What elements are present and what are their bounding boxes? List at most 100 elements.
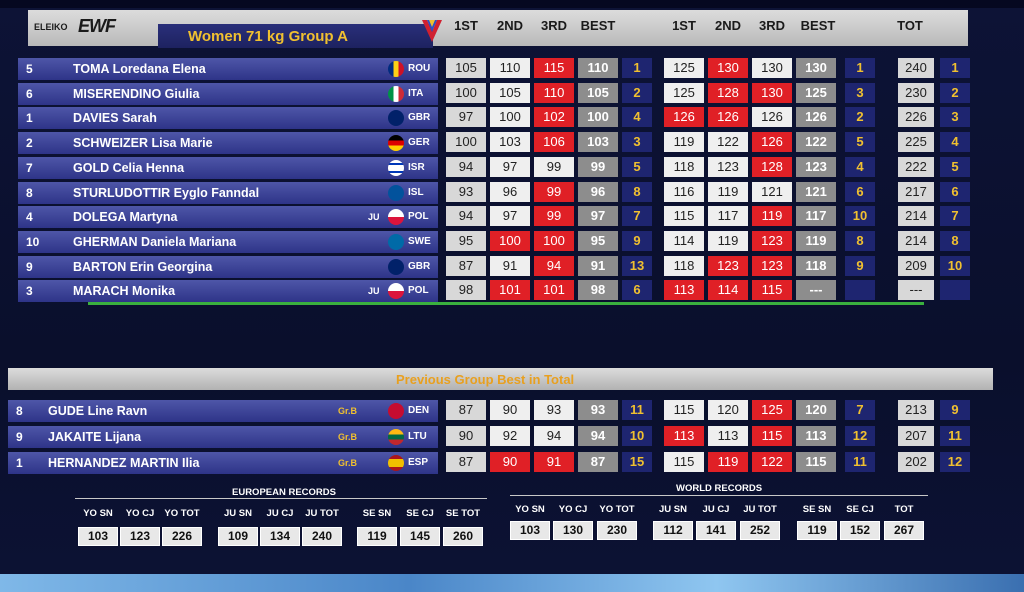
record-value: 240 [302, 527, 342, 546]
total-rank: 3 [940, 107, 970, 128]
previous-group-bar: Previous Group Best in Total [8, 368, 993, 390]
athlete-row: 7 GOLD Celia Henna ISR 94 97 99 99 5 118 123 128 12… [18, 156, 985, 179]
total-rank: 9 [940, 400, 970, 420]
athlete-name: DAVIES Sarah [73, 111, 157, 126]
athlete-name-bar: 9 JAKAITE Lijana Gr.B LTU [8, 426, 438, 448]
record-label: YO TOT [164, 508, 200, 519]
total-value: 202 [898, 452, 934, 472]
snatch-attempt: 103 [490, 132, 530, 153]
record-value: 260 [443, 527, 483, 546]
snatch-attempt: 94 [578, 426, 618, 446]
country-code: ISL [408, 186, 424, 198]
snatch-attempt: 92 [490, 426, 530, 446]
snatch-rank: 10 [622, 426, 652, 446]
snatch-attempt: 99 [534, 206, 574, 227]
snatch-attempt: 90 [490, 452, 530, 472]
snatch-attempt: 90 [490, 400, 530, 420]
snatch-attempt: 94 [446, 206, 486, 227]
eleiko-logo: ELEIKO [34, 22, 68, 32]
clean-jerk-attempt: 116 [664, 181, 704, 202]
snatch-rank: 5 [622, 156, 652, 177]
country-flag-icon [388, 110, 404, 127]
snatch-attempt: 97 [490, 156, 530, 177]
country-code: GBR [408, 112, 431, 124]
total-value: --- [898, 280, 934, 301]
snatch-rank: 11 [622, 400, 652, 420]
athlete-name-bar: 9 BARTON Erin Georgina GBR [18, 255, 438, 278]
athlete-name: GOLD Celia Henna [73, 160, 185, 175]
clean-jerk-attempt: 119 [708, 452, 748, 472]
snatch-attempt: 100 [490, 107, 530, 128]
clean-jerk-attempt: 119 [708, 181, 748, 202]
lot-number: 10 [26, 234, 40, 249]
snatch-attempt: 93 [534, 400, 574, 420]
record-label: JU TOT [305, 508, 339, 519]
athlete-name-bar: 10 GHERMAN Daniela Mariana SWE [18, 230, 438, 253]
snatch-rank: 1 [622, 58, 652, 78]
clean-jerk-attempt: 119 [752, 206, 792, 227]
clean-jerk-rank: 6 [845, 181, 875, 202]
record-value: 152 [840, 521, 880, 540]
column-header: BEST [580, 18, 616, 33]
athlete-name-bar: 1 HERNANDEZ MARTIN Ilia Gr.B ESP [8, 452, 438, 474]
snatch-attempt: 95 [446, 230, 486, 251]
clean-jerk-attempt: 115 [752, 280, 792, 301]
lot-number: 1 [26, 111, 33, 126]
snatch-attempt: 87 [578, 452, 618, 472]
total-value: 209 [898, 255, 934, 276]
snatch-attempt: 96 [490, 181, 530, 202]
clean-jerk-attempt: 126 [752, 132, 792, 153]
snatch-attempt: 93 [578, 400, 618, 420]
snatch-rank: 13 [622, 255, 652, 276]
athlete-name: DOLEGA Martyna [73, 210, 178, 225]
snatch-rank: 6 [622, 280, 652, 301]
record-label: JU TOT [743, 504, 777, 515]
snatch-attempt: 91 [578, 255, 618, 276]
clean-jerk-attempt: 123 [752, 255, 792, 276]
athlete-name: GHERMAN Daniela Mariana [73, 234, 237, 249]
record-value: 226 [162, 527, 202, 546]
athlete-name: TOMA Loredana Elena [73, 62, 206, 76]
total-rank: 6 [940, 181, 970, 202]
ewf-logo: EWF [78, 16, 116, 36]
athlete-name-bar: 2 SCHWEIZER Lisa Marie GER [18, 132, 438, 155]
total-value: 214 [898, 206, 934, 227]
snatch-attempt: 102 [534, 107, 574, 128]
record-label: YO CJ [558, 504, 588, 515]
country-flag-icon [388, 258, 404, 275]
clean-jerk-attempt: 123 [708, 156, 748, 177]
clean-jerk-rank: 11 [845, 452, 875, 472]
record-label: SE SN [362, 508, 392, 519]
clean-jerk-rank: 12 [845, 426, 875, 446]
record-value: 130 [553, 521, 593, 540]
country-code: ROU [408, 63, 431, 74]
athlete-name: BARTON Erin Georgina [73, 259, 213, 274]
snatch-rank: 3 [622, 132, 652, 153]
clean-jerk-rank: 5 [845, 132, 875, 153]
top-bezel [0, 0, 1024, 8]
clean-jerk-attempt: 122 [708, 132, 748, 153]
record-label: YO TOT [599, 504, 635, 515]
record-label: SE SN [802, 504, 832, 515]
total-rank: 11 [940, 426, 970, 446]
clean-jerk-rank: 4 [845, 156, 875, 177]
previous-group-title: Previous Group Best in Total [396, 372, 575, 387]
clean-jerk-attempt: 113 [664, 426, 704, 446]
clean-jerk-attempt: 119 [708, 230, 748, 251]
snatch-attempt: 100 [490, 230, 530, 251]
record-value: 230 [597, 521, 637, 540]
clean-jerk-attempt: 123 [796, 156, 836, 177]
lot-number: 9 [16, 430, 23, 444]
total-rank: 12 [940, 452, 970, 472]
snatch-attempt: 97 [490, 206, 530, 227]
athlete-name-bar: 8 STURLUDOTTIR Eyglo Fanndal ISL [18, 181, 438, 204]
athlete-row: 3 MARACH Monika JU POL 98 101 101 98 6 113 114 115-… [18, 280, 985, 303]
clean-jerk-attempt: 115 [664, 452, 704, 472]
snatch-rank: 2 [622, 82, 652, 103]
athlete-name: HERNANDEZ MARTIN Ilia [48, 456, 200, 470]
snatch-attempt: 87 [446, 255, 486, 276]
clean-jerk-attempt: 115 [796, 452, 836, 472]
total-value: 225 [898, 132, 934, 153]
total-rank: 8 [940, 230, 970, 251]
